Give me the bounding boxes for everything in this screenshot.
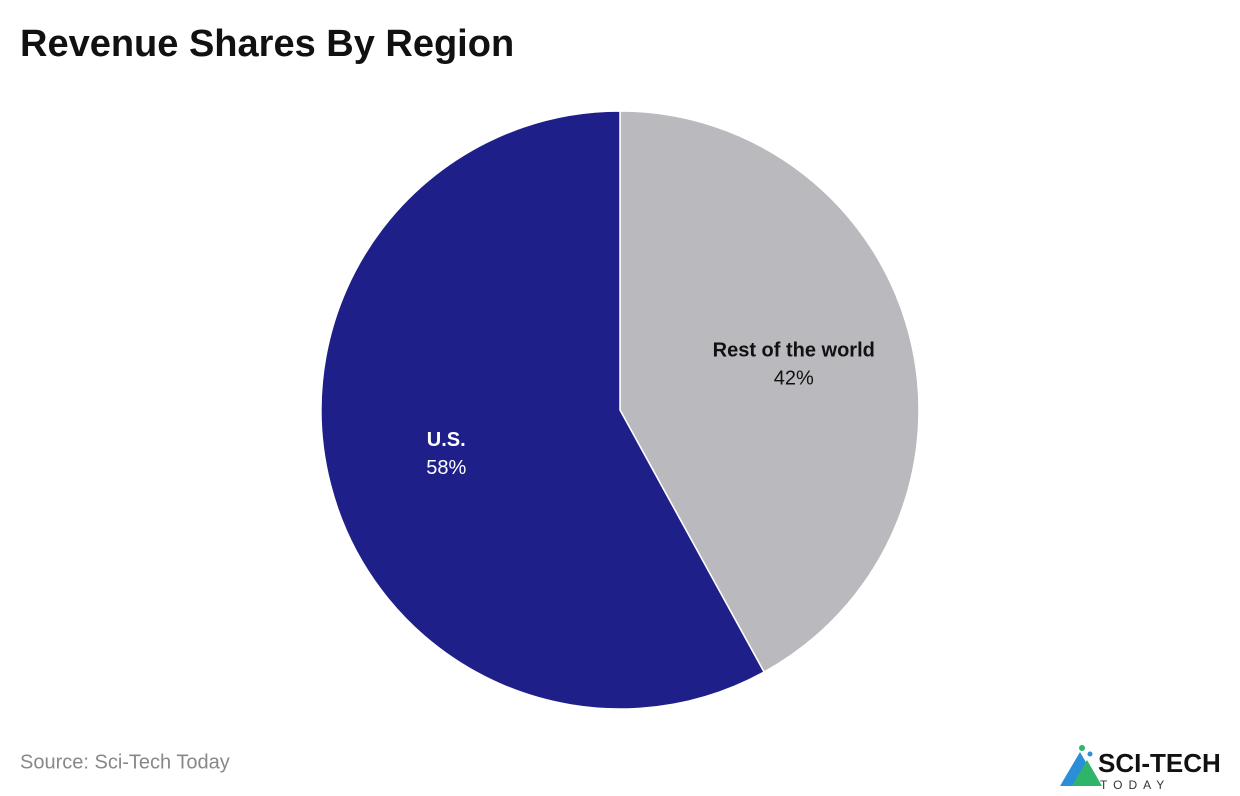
pie-slice xyxy=(320,110,766,710)
chart-title: Revenue Shares By Region xyxy=(20,23,514,65)
logo-dot xyxy=(1087,751,1093,757)
logo-tagline: TODAY xyxy=(1100,778,1170,792)
slice-label: U.S. xyxy=(427,429,466,451)
logo-dot xyxy=(1079,745,1085,751)
pie-slice xyxy=(619,110,920,674)
logo: SCI-TECH TODAY xyxy=(1060,745,1221,792)
source: Source: Sci-Tech Today xyxy=(20,751,230,773)
slice-value-label: 58% xyxy=(426,457,466,479)
slice-label: Rest of the world xyxy=(713,340,875,362)
slice-value-label: 42% xyxy=(774,368,814,390)
logo-name: SCI-TECH xyxy=(1098,748,1221,778)
logo-icon xyxy=(1072,760,1102,786)
